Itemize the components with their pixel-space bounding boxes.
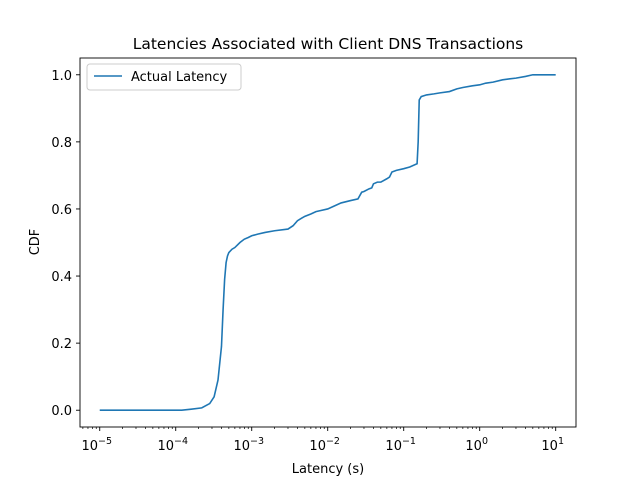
y-tick-label: 0.8 [51,136,72,151]
x-tick-label: 10−1 [385,436,416,454]
x-tick-label: 10−5 [81,436,112,454]
legend-box [86,63,242,91]
y-tick-label: 0.4 [51,270,72,285]
x-tick-label: 100 [465,436,488,454]
x-tick-label: 101 [541,436,564,454]
x-tick-label: 10−2 [309,436,340,454]
x-axis-label: Latency (s) [292,462,364,477]
legend-label-actual-latency: Actual Latency [131,70,228,85]
y-tick-label: 0.0 [51,404,72,419]
y-tick-label: 0.6 [51,203,72,218]
x-tick-label: 10−4 [157,436,188,454]
x-tick-label: 10−3 [233,436,264,454]
y-tick-label: 1.0 [51,69,72,84]
y-axis-label: CDF [28,229,43,256]
legend: Actual Latency [86,63,242,91]
series-line-actual-latency [99,73,556,412]
chart-title: Latencies Associated with Client DNS Tra… [133,35,524,53]
y-tick-label: 0.2 [51,337,72,352]
axes-frame [79,57,577,428]
